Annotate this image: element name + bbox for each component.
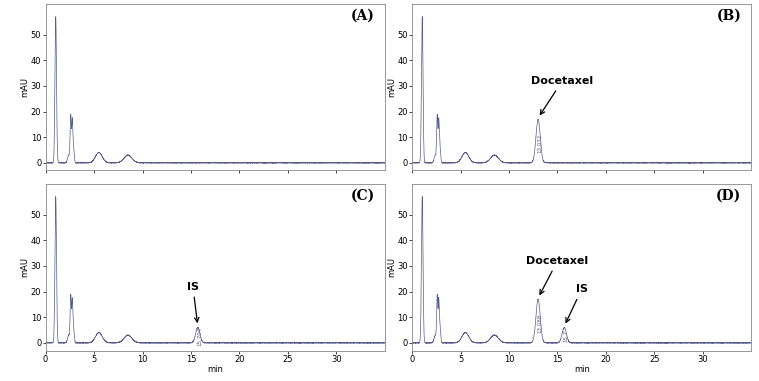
Text: (B): (B) bbox=[716, 9, 742, 23]
Text: Docetaxel: Docetaxel bbox=[531, 76, 594, 114]
Y-axis label: mAU: mAU bbox=[20, 257, 30, 277]
Y-axis label: mAU: mAU bbox=[387, 257, 396, 277]
X-axis label: min: min bbox=[574, 365, 590, 374]
Text: 13.088: 13.088 bbox=[537, 314, 543, 333]
Text: 13.072: 13.072 bbox=[537, 134, 543, 153]
Text: 15.7: 15.7 bbox=[563, 330, 568, 342]
Text: IS: IS bbox=[187, 282, 199, 322]
Text: 15.704: 15.704 bbox=[197, 326, 202, 346]
Text: Docetaxel: Docetaxel bbox=[527, 256, 588, 294]
Text: (D): (D) bbox=[716, 189, 742, 203]
Text: (C): (C) bbox=[351, 189, 375, 203]
X-axis label: min: min bbox=[207, 365, 223, 374]
Y-axis label: mAU: mAU bbox=[387, 77, 396, 97]
Text: (A): (A) bbox=[351, 9, 375, 23]
Y-axis label: mAU: mAU bbox=[20, 77, 30, 97]
Text: IS: IS bbox=[566, 284, 587, 322]
